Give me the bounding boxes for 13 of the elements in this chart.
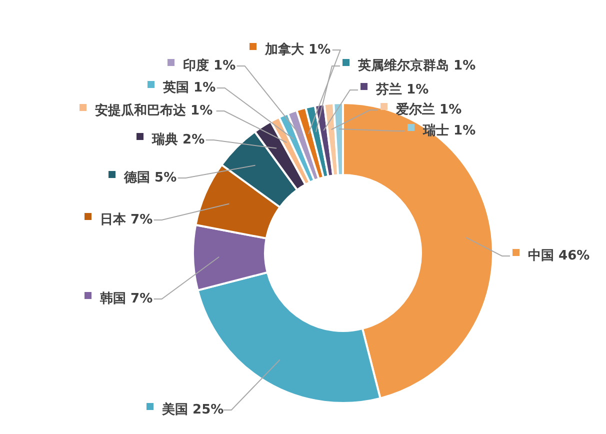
legend-label: 德国 5% bbox=[123, 170, 177, 186]
legend-label: 印度 1% bbox=[183, 58, 236, 74]
legend-label: 芬兰 1% bbox=[375, 82, 429, 98]
legend-label: 日本 7% bbox=[100, 212, 153, 228]
legend-label: 瑞典 2% bbox=[151, 132, 205, 148]
legend-label: 英属维尔京群岛 1% bbox=[357, 58, 476, 74]
legend-label: 英国 1% bbox=[162, 80, 216, 96]
legend-label: 安提瓜和巴布达 1% bbox=[95, 102, 213, 119]
legend-label: 美国 25% bbox=[161, 402, 224, 418]
legend-label: 爱尔兰 1% bbox=[395, 102, 462, 118]
legend-label: 加拿大 1% bbox=[264, 42, 331, 58]
legend-label: 韩国 7% bbox=[99, 292, 153, 307]
legend-label: 中国 46% bbox=[528, 248, 590, 264]
